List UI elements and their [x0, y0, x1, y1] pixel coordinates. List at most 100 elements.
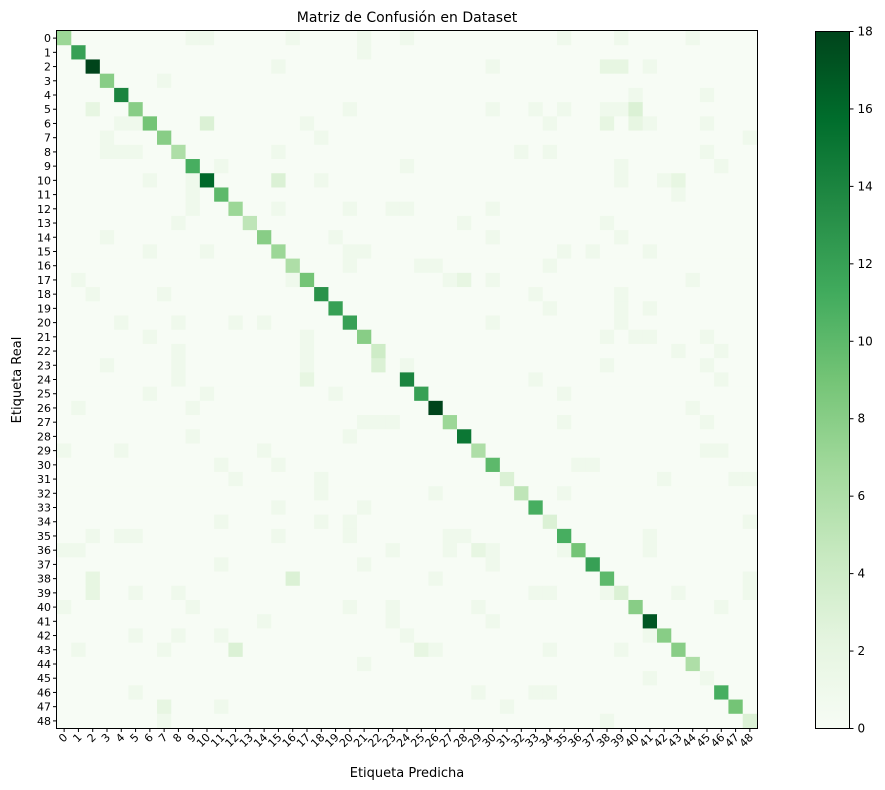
heatmap-cell-40-16	[285, 599, 301, 615]
heatmap-cell-35-38	[599, 528, 615, 544]
heatmap-cell-34-32	[514, 514, 529, 530]
heatmap-cell-10-22	[371, 173, 386, 188]
heatmap-cell-35-34	[542, 528, 558, 544]
heatmap-cell-17-42	[657, 272, 672, 288]
heatmap-cell-23-12	[228, 358, 244, 373]
heatmap-cell-22-44	[685, 343, 701, 359]
heatmap-cell-4-4	[114, 87, 129, 103]
heatmap-cell-3-16	[285, 73, 301, 89]
heatmap-cell-31-25	[414, 471, 429, 487]
heatmap-cell-43-38	[599, 642, 615, 658]
heatmap-cell-29-5	[128, 443, 144, 459]
heatmap-cell-39-40	[628, 585, 644, 601]
heatmap-cell-28-5	[128, 429, 144, 444]
heatmap-cell-31-18	[314, 471, 329, 487]
heatmap-cell-21-19	[328, 329, 344, 345]
heatmap-cell-5-2	[85, 102, 101, 117]
heatmap-cell-0-35	[557, 31, 572, 46]
heatmap-cell-27-35	[557, 415, 572, 430]
heatmap-cell-13-15	[271, 215, 286, 231]
heatmap-cell-46-44	[685, 685, 701, 700]
heatmap-cell-26-6	[142, 400, 158, 416]
heatmap-cell-9-14	[257, 159, 272, 174]
heatmap-cell-34-20	[342, 514, 358, 530]
heatmap-cell-23-35	[557, 358, 572, 373]
heatmap-cell-4-44	[685, 87, 701, 103]
heatmap-cell-44-41	[642, 656, 658, 672]
heatmap-cell-36-17	[299, 543, 315, 558]
heatmap-cell-14-31	[499, 230, 515, 245]
heatmap-cell-34-3	[99, 514, 115, 530]
heatmap-cell-17-0	[57, 272, 72, 288]
heatmap-cell-4-5	[128, 87, 144, 103]
heatmap-cell-28-7	[157, 429, 172, 444]
heatmap-cell-25-37	[585, 386, 601, 402]
heatmap-cell-32-38	[599, 486, 615, 501]
heatmap-cell-8-17	[299, 144, 315, 160]
heatmap-cell-25-1	[71, 386, 86, 402]
heatmap-cell-17-38	[599, 272, 615, 288]
heatmap-cell-27-18	[314, 415, 329, 430]
heatmap-cell-33-6	[142, 500, 158, 516]
heatmap-cell-23-46	[714, 358, 729, 373]
heatmap-cell-46-1	[71, 685, 86, 700]
heatmap-cell-27-2	[85, 415, 101, 430]
heatmap-cell-14-48	[742, 230, 758, 245]
x-axis-ticks: 0 1 2 3 4 5 6 7 8 9101112131415161718192021222324…	[56, 728, 756, 750]
heatmap-cell-35-17	[299, 528, 315, 544]
heatmap-cell-33-29	[471, 500, 486, 516]
heatmap-cell-22-9	[185, 343, 201, 359]
heatmap-cell-0-15	[271, 31, 286, 46]
heatmap-cell-26-12	[228, 400, 244, 416]
heatmap-cell-15-40	[628, 244, 644, 259]
heatmap-cell-5-3	[99, 102, 115, 117]
heatmap-cell-18-9	[185, 287, 201, 302]
heatmap-cell-11-30	[485, 187, 501, 203]
heatmap-cell-27-29	[471, 415, 486, 430]
heatmap-cell-2-30	[485, 59, 501, 75]
heatmap-cell-6-47	[728, 116, 744, 131]
heatmap-cell-46-6	[142, 685, 158, 700]
heatmap-cell-15-27	[442, 244, 458, 259]
heatmap-cell-26-27	[442, 400, 458, 416]
heatmap-cell-38-23	[385, 571, 401, 587]
heatmap-cell-25-42	[657, 386, 672, 402]
heatmap-cell-6-42	[657, 116, 672, 131]
heatmap-cell-32-24	[399, 486, 415, 501]
heatmap-cell-28-18	[314, 429, 329, 444]
heatmap-cell-37-9	[185, 557, 201, 572]
heatmap-cell-37-15	[271, 557, 286, 572]
heatmap-cell-19-14	[257, 301, 272, 316]
heatmap-cell-34-5	[128, 514, 144, 530]
heatmap-cell-3-22	[371, 73, 386, 89]
heatmap-cell-5-11	[214, 102, 229, 117]
heatmap-cell-1-30	[485, 45, 501, 60]
heatmap-cell-11-43	[671, 187, 686, 203]
heatmap-cell-9-31	[499, 159, 515, 174]
heatmap-cell-34-15	[271, 514, 286, 530]
heatmap-cell-15-28	[457, 244, 472, 259]
heatmap-cell-7-17	[299, 130, 315, 146]
heatmap-cell-2-25	[414, 59, 429, 75]
heatmap-cell-31-33	[528, 471, 544, 487]
colorbar-tick-label: 14	[858, 179, 873, 193]
heatmap-cell-37-37	[585, 557, 601, 572]
heatmap-cell-38-26	[428, 571, 444, 587]
heatmap-cell-4-20	[342, 87, 358, 103]
y-tick-label: 37	[37, 558, 51, 571]
heatmap-cell-24-29	[471, 372, 486, 388]
heatmap-cell-19-11	[214, 301, 229, 316]
heatmap-cell-14-45	[699, 230, 715, 245]
heatmap-cell-24-48	[742, 372, 758, 388]
heatmap-cell-1-29	[471, 45, 486, 60]
heatmap-cell-31-35	[557, 471, 572, 487]
heatmap-cell-47-7	[157, 699, 172, 715]
heatmap-cell-22-27	[442, 343, 458, 359]
heatmap-cell-17-10	[199, 272, 215, 288]
heatmap-cell-41-24	[399, 614, 415, 629]
heatmap-cell-17-2	[85, 272, 101, 288]
heatmap-cell-10-11	[214, 173, 229, 188]
heatmap-cell-38-5	[128, 571, 144, 587]
heatmap-cell-34-23	[385, 514, 401, 530]
heatmap-cell-22-43	[671, 343, 686, 359]
